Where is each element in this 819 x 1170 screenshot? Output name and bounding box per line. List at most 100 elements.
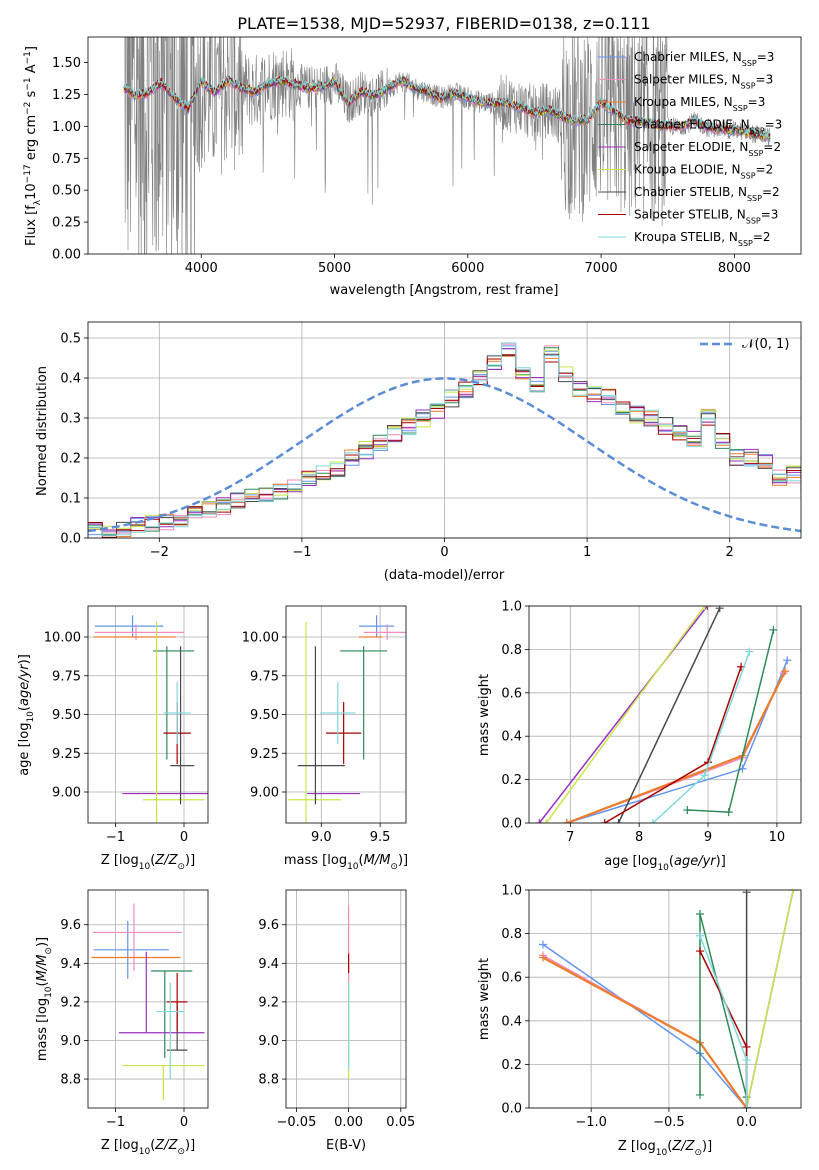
grid <box>286 606 406 823</box>
spectrum-legend: Chabrier MILES, NSSP=3 Salpeter MILES, NS… <box>598 50 782 248</box>
axes-frame <box>87 889 209 1109</box>
legend-label-chabrier-elodie: Chabrier ELODIE, NSSP=3 <box>634 118 782 136</box>
marker-chabrier-miles <box>538 940 547 949</box>
y-tick-label: 9.50 <box>52 708 81 723</box>
plot-area <box>123 37 771 254</box>
y-tick-label: 10.00 <box>44 631 81 646</box>
legend-label-kroupa-miles: Kroupa MILES, NSSP=3 <box>634 95 765 113</box>
x-tick-label: 7000 <box>585 261 618 276</box>
x-tick-label: 6000 <box>451 261 484 276</box>
marker-kroupa-miles <box>781 667 790 676</box>
marker-kroupa-stelib <box>700 771 709 780</box>
y-tick-label: 0.6 <box>501 971 522 986</box>
axes-frame <box>528 605 802 824</box>
y-tick-label: 0.0 <box>501 1102 522 1117</box>
y-tick-label: 9.75 <box>52 669 81 684</box>
y-tick-label: 9.4 <box>60 957 81 972</box>
line-chabrier-elodie <box>699 913 748 1098</box>
age-vs-metallicity-panel: −1 0 9.00 9.25 9.50 9.75 10.00 Z [log10(Z/Z⊙)] a… <box>17 605 209 872</box>
x-axis-label: age [log10(age/yr)] <box>604 854 726 873</box>
y-tick-label: 1.0 <box>501 600 522 615</box>
y-axis-label: mass weight <box>477 674 492 756</box>
legend-label-salpeter-elodie: Salpeter ELODIE, NSSP=2 <box>634 140 781 158</box>
frame <box>528 889 802 1109</box>
y-tick-label: 0.3 <box>60 412 81 427</box>
y-tick-label: 9.4 <box>258 957 279 972</box>
grid <box>88 890 208 1108</box>
marker-salpeter-stelib <box>742 1042 751 1051</box>
y-tick-label: 0.8 <box>501 927 522 942</box>
x-tick-label: 0.0 <box>736 1115 757 1130</box>
grid <box>286 890 406 1108</box>
x-axis-label: Z [log10(Z/Z⊙)] <box>101 853 195 872</box>
grid <box>88 322 801 539</box>
marker-kroupa-elodie <box>542 819 551 823</box>
marker-kroupa-stelib <box>742 1104 751 1108</box>
y-tick-label: 10.00 <box>242 631 279 646</box>
plot-area <box>91 903 205 1101</box>
y-tick-label: 9.6 <box>60 918 81 933</box>
histogram-salpeter-miles <box>88 343 801 534</box>
y-axis-label: Normed distribution <box>35 366 50 496</box>
line-kroupa-elodie <box>745 890 794 1108</box>
y-tick-label: 9.2 <box>60 995 81 1010</box>
x-tick-label: −1 <box>106 830 125 845</box>
y-tick-label: 0.50 <box>52 184 81 199</box>
marker-kroupa-elodie <box>700 606 709 610</box>
marker-kroupa-stelib <box>695 931 704 940</box>
line-salpeter-elodie <box>538 606 708 823</box>
y-tick-label: 8.8 <box>60 1073 81 1088</box>
y-tick-label: 0.75 <box>52 152 81 167</box>
y-axis-label: Flux [fλ10−17 erg cm−2 s−1 A−1] <box>23 46 43 246</box>
x-tick-label: −0.05 <box>277 1115 317 1130</box>
marker-salpeter-stelib <box>695 947 704 956</box>
axes-frame <box>285 889 407 1109</box>
marker-chabrier-stelib <box>742 890 751 897</box>
marker-kroupa-miles <box>562 819 571 823</box>
x-tick-label: 8 <box>635 830 643 845</box>
x-tick-label: 7 <box>566 830 574 845</box>
x-tick-label: 8000 <box>718 261 751 276</box>
y-tick-label: 0.4 <box>501 1014 522 1029</box>
y-tick-label: 0.8 <box>501 643 522 658</box>
mass-vs-metallicity-panel: −1 0 8.8 9.0 9.2 9.4 9.6 Z [log10(Z/Z⊙)] mass [l… <box>35 889 209 1157</box>
y-axis-label: age [log10(age/yr)] <box>17 654 36 776</box>
marker-kroupa-stelib <box>742 1056 751 1065</box>
y-tick-label: 0.5 <box>60 332 81 347</box>
x-tick-label: 0 <box>440 545 448 560</box>
legend-label-salpeter-miles: Salpeter MILES, NSSP=3 <box>634 73 773 91</box>
line-kroupa-elodie <box>545 606 706 823</box>
gaussian-curve <box>88 377 801 533</box>
y-tick-label: 0.25 <box>52 216 81 231</box>
x-tick-label: 0.00 <box>334 1115 363 1130</box>
axes-frame <box>528 889 802 1109</box>
marker-chabrier-stelib <box>715 606 724 613</box>
x-tick-label: 9.0 <box>311 830 332 845</box>
frame <box>285 889 407 1109</box>
legend-label-gaussian: 𝒩(0, 1) <box>742 337 789 352</box>
y-tick-label: 0.2 <box>501 1058 522 1073</box>
y-tick-label: 0.00 <box>52 248 81 263</box>
x-tick-label: 9.5 <box>370 830 391 845</box>
x-tick-label: 2 <box>726 545 734 560</box>
y-tick-label: 0.0 <box>60 532 81 547</box>
x-tick-label: 1 <box>583 545 591 560</box>
marker-chabrier-miles <box>783 656 792 665</box>
y-tick-label: 1.00 <box>52 120 81 135</box>
frame <box>528 605 802 824</box>
plot-area <box>535 606 792 823</box>
y-tick-label: 1.25 <box>52 88 81 103</box>
y-tick-label: 9.25 <box>250 747 279 762</box>
y-tick-label: 0.4 <box>501 730 522 745</box>
frame <box>87 889 209 1109</box>
plot-area <box>88 342 801 538</box>
x-tick-label: 5000 <box>318 261 351 276</box>
legend-label-chabrier-miles: Chabrier MILES, NSSP=3 <box>634 50 774 68</box>
x-tick-label: 10 <box>769 830 786 845</box>
histogram-kroupa-stelib <box>88 342 801 537</box>
marker-chabrier-elodie <box>695 909 704 918</box>
marker-salpeter-elodie <box>703 606 712 610</box>
y-tick-label: 0.2 <box>501 773 522 788</box>
model-kroupa-stelib <box>123 74 771 138</box>
x-axis-label: (data-model)/error <box>384 568 505 583</box>
